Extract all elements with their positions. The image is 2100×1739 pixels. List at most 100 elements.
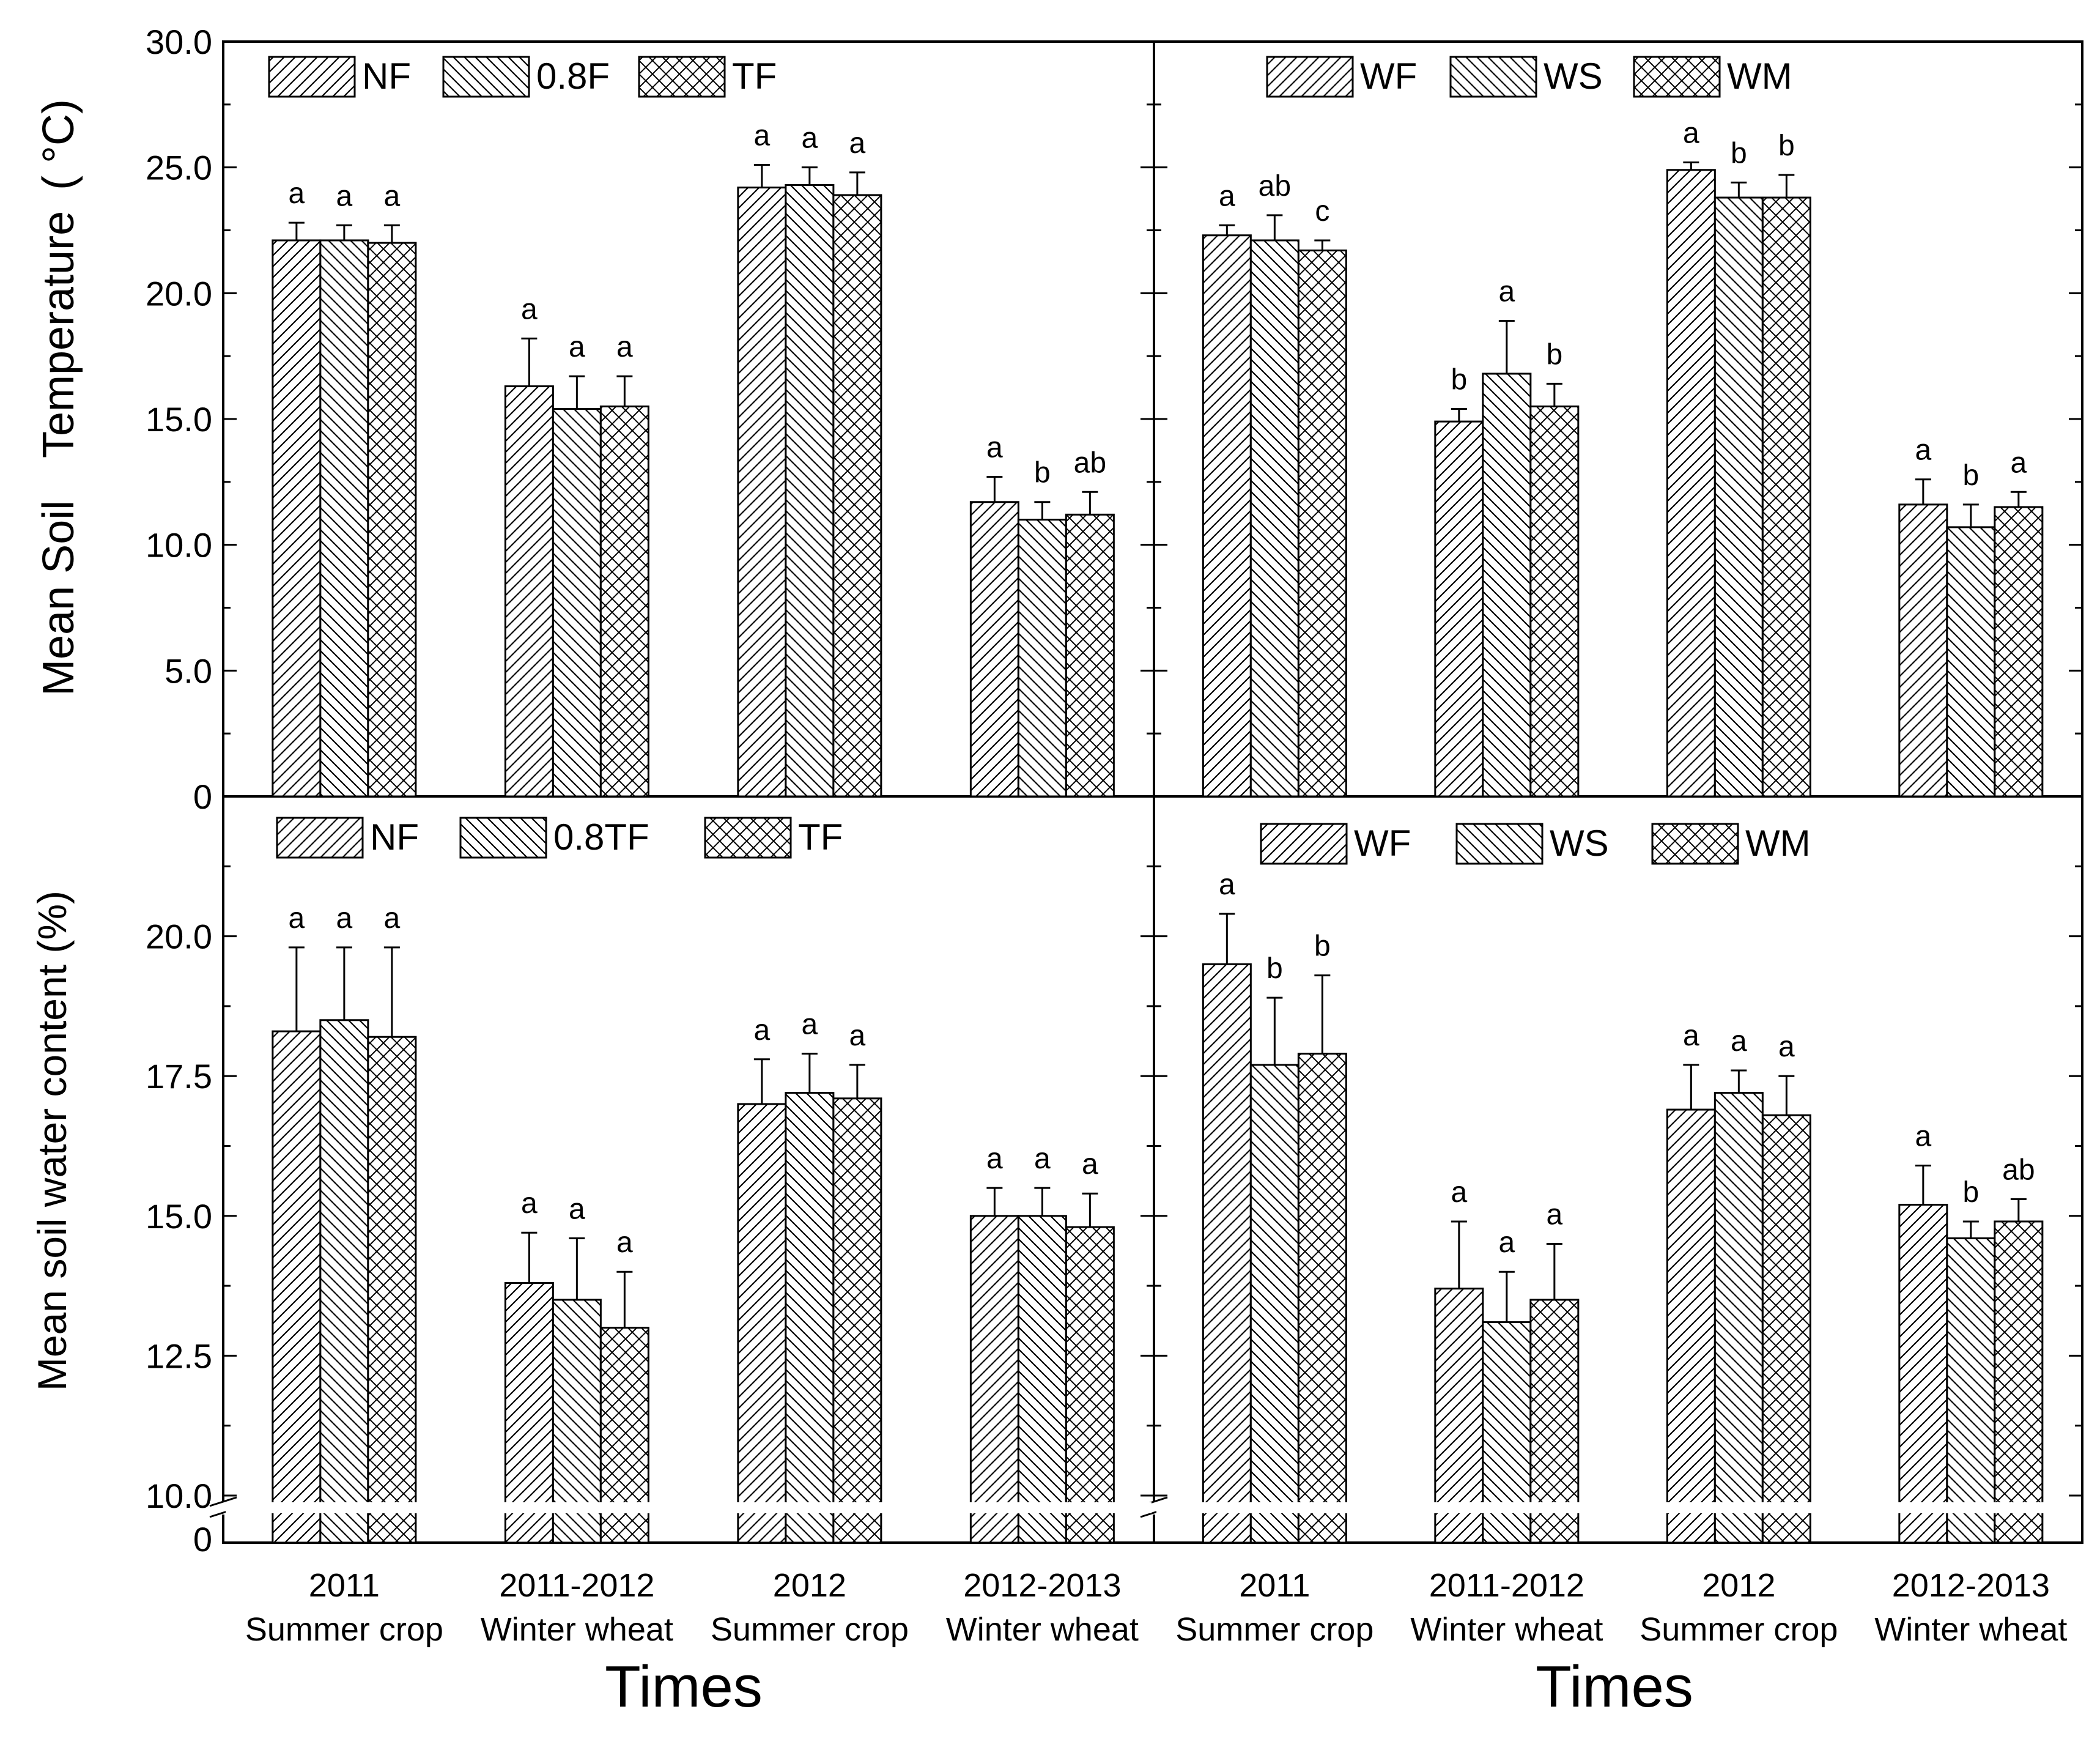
bar-WS — [1946, 1237, 1996, 1544]
legend-label-WM: WM — [1727, 56, 1792, 97]
x-tick-label: Summer crop — [1640, 1611, 1838, 1648]
x-tick-label: 2012-2013 — [1892, 1567, 2050, 1604]
significance-letter: a — [986, 432, 1003, 464]
significance-letter: b — [1778, 130, 1795, 162]
y-label-part-3: ( °C) — [34, 99, 83, 190]
significance-letter: a — [616, 331, 633, 363]
significance-letter: a — [1778, 1031, 1795, 1063]
significance-letter: a — [384, 180, 401, 212]
legend-swatch-TF — [638, 56, 726, 98]
significance-letter: a — [1915, 1121, 1931, 1153]
legend-label-NF: NF — [362, 56, 411, 97]
significance-letter: a — [1219, 869, 1235, 901]
legend-swatch-WS — [1455, 823, 1544, 865]
bar-WS — [1714, 1092, 1764, 1544]
bar-WS — [1714, 196, 1764, 798]
bar-0.8TF — [785, 1092, 835, 1544]
bar-TF — [599, 405, 649, 798]
axis-break-band — [1156, 1502, 2080, 1513]
x-tick-label: Summer crop — [711, 1611, 909, 1648]
bar-WF — [1666, 1108, 1716, 1544]
significance-letter: a — [1082, 1148, 1098, 1181]
legend-swatch-NF — [276, 817, 364, 859]
axis-break-band — [226, 1502, 1152, 1513]
significance-letter: a — [569, 1193, 585, 1225]
legend-swatch-WM — [1633, 56, 1721, 98]
legend-label-TF: TF — [732, 56, 777, 97]
bar-0.8F — [1017, 519, 1067, 798]
y-tick-label: 17.5 — [146, 1057, 212, 1096]
y-tick-label: 30.0 — [146, 23, 212, 61]
significance-letter: a — [336, 180, 353, 212]
significance-letter: ab — [1074, 447, 1106, 479]
significance-letter: ab — [1259, 170, 1291, 202]
y-axis-label-water: Mean soil water content (%) — [29, 891, 75, 1391]
bar-0.8TF — [319, 1019, 369, 1544]
x-tick-label: Winter wheat — [946, 1611, 1139, 1648]
legend-swatch-NF — [268, 56, 356, 98]
significance-letter: a — [1451, 1176, 1467, 1209]
legend-swatch-0.8F — [442, 56, 530, 98]
y-tick-label: 10.0 — [146, 1477, 212, 1515]
x-tick-label: 2012 — [1702, 1567, 1775, 1604]
axis-break-mark — [209, 1496, 237, 1507]
bar-NF — [737, 1103, 787, 1544]
significance-letter: a — [1219, 180, 1235, 212]
significance-letter: b — [1731, 137, 1747, 169]
significance-letter: b — [1546, 338, 1562, 371]
x-tick-label: 2011-2012 — [1429, 1567, 1584, 1604]
x-tick-label: Winter wheat — [1410, 1611, 1603, 1648]
significance-letter: a — [1498, 1226, 1515, 1259]
bar-WS — [1946, 526, 1996, 798]
significance-letter: b — [1962, 1176, 1979, 1209]
bar-TF — [832, 194, 882, 798]
significance-letter: a — [289, 902, 305, 935]
bar-NF — [969, 1215, 1019, 1544]
bar-WS — [1249, 1064, 1300, 1544]
bar-WS — [1249, 239, 1300, 798]
y-tick-label: 15.0 — [146, 400, 212, 439]
bar-WF — [1434, 1288, 1484, 1544]
significance-letter: a — [521, 293, 538, 325]
bar-0.8F — [552, 408, 602, 798]
bar-WM — [1761, 1114, 1811, 1544]
bar-TF — [367, 242, 417, 798]
y-tick-label: 20.0 — [146, 918, 212, 956]
legend-label-WS: WS — [1544, 56, 1603, 97]
legend-swatch-0.8TF — [459, 817, 547, 859]
significance-letter: a — [1731, 1025, 1747, 1058]
y-tick-label: 0 — [193, 777, 212, 816]
x-axis-title-right: Times — [1536, 1654, 1693, 1719]
bar-WF — [1666, 169, 1716, 798]
significance-letter: a — [754, 120, 771, 152]
bar-TF — [367, 1036, 417, 1544]
legend-swatch-WM — [1651, 823, 1739, 865]
significance-letter: a — [802, 1009, 818, 1041]
x-tick-label: 2011 — [309, 1567, 380, 1604]
y-label-part-1: Mean Soil — [34, 500, 83, 696]
legend-swatch-WF — [1266, 56, 1354, 98]
legend-label-WS: WS — [1550, 823, 1609, 864]
significance-letter: a — [1683, 117, 1699, 149]
x-tick-label: Summer crop — [1175, 1611, 1374, 1648]
bar-NF — [504, 385, 554, 798]
y-tick-label: 15.0 — [146, 1197, 212, 1236]
legend-label-NF: NF — [370, 817, 419, 858]
significance-letter: a — [336, 902, 353, 935]
y-axis-label-temperature: Mean Soil Temperature ( °C) — [34, 99, 83, 696]
significance-letter: a — [2010, 447, 2027, 479]
significance-letter: a — [569, 331, 585, 363]
bar-WF — [1898, 503, 1948, 798]
significance-letter: b — [1962, 459, 1979, 492]
legend-label-0.8F: 0.8F — [536, 56, 610, 97]
bar-0.8F — [785, 184, 835, 798]
x-tick-label: Summer crop — [245, 1611, 443, 1648]
bar-NF — [272, 1030, 322, 1544]
bar-NF — [969, 501, 1019, 798]
x-tick-label: 2012-2013 — [963, 1567, 1121, 1604]
bar-WF — [1898, 1204, 1948, 1544]
